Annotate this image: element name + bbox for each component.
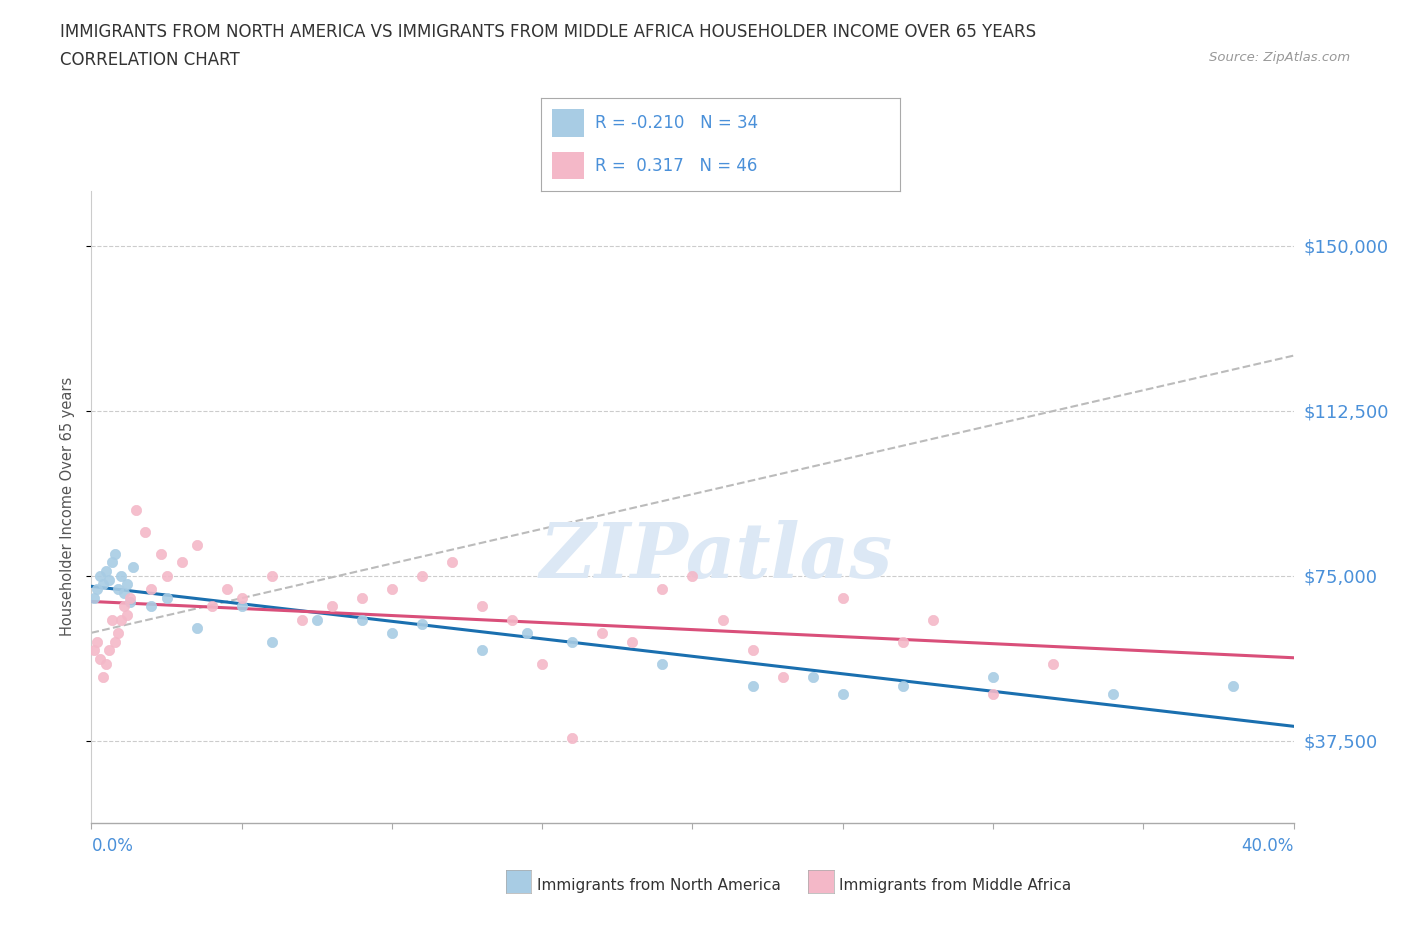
Point xyxy=(981,687,1004,702)
Point xyxy=(120,591,142,605)
Point xyxy=(231,591,253,605)
Point xyxy=(117,577,139,591)
Text: Source: ZipAtlas.com: Source: ZipAtlas.com xyxy=(1209,51,1350,64)
Point xyxy=(155,568,177,583)
Text: Immigrants from Middle Africa: Immigrants from Middle Africa xyxy=(839,878,1071,893)
Point xyxy=(381,581,404,596)
Point xyxy=(741,643,763,658)
Point xyxy=(96,564,118,578)
Point xyxy=(93,577,115,591)
Point xyxy=(114,586,136,601)
Point xyxy=(104,546,127,561)
Text: Immigrants from North America: Immigrants from North America xyxy=(537,878,780,893)
Point xyxy=(741,678,763,693)
Point xyxy=(891,678,914,693)
Point xyxy=(98,573,121,588)
Point xyxy=(350,612,373,627)
Point xyxy=(681,568,703,583)
Point xyxy=(201,599,224,614)
Point xyxy=(772,670,794,684)
Point xyxy=(411,568,433,583)
Point xyxy=(651,581,673,596)
Point xyxy=(141,599,163,614)
Point xyxy=(891,634,914,649)
Point xyxy=(1222,678,1244,693)
Point xyxy=(155,591,177,605)
Point xyxy=(441,555,464,570)
Point xyxy=(801,670,824,684)
Point xyxy=(98,643,121,658)
Point xyxy=(711,612,734,627)
Text: R =  0.317   N = 46: R = 0.317 N = 46 xyxy=(595,156,758,175)
Point xyxy=(381,625,404,640)
Point xyxy=(134,525,156,539)
Point xyxy=(93,670,115,684)
Point xyxy=(83,591,105,605)
Text: IMMIGRANTS FROM NORTH AMERICA VS IMMIGRANTS FROM MIDDLE AFRICA HOUSEHOLDER INCOM: IMMIGRANTS FROM NORTH AMERICA VS IMMIGRA… xyxy=(60,23,1036,41)
Point xyxy=(260,634,283,649)
Point xyxy=(350,591,373,605)
Point xyxy=(86,634,108,649)
Point xyxy=(291,612,314,627)
Point xyxy=(1102,687,1125,702)
Point xyxy=(141,581,163,596)
Point xyxy=(1042,657,1064,671)
Bar xyxy=(553,152,585,179)
Point xyxy=(831,687,853,702)
Point xyxy=(101,555,124,570)
Point xyxy=(86,581,108,596)
Point xyxy=(170,555,193,570)
Point xyxy=(981,670,1004,684)
Point xyxy=(110,568,132,583)
Point xyxy=(516,625,538,640)
Point xyxy=(96,657,118,671)
Point xyxy=(411,617,433,631)
Point xyxy=(561,634,583,649)
Point xyxy=(114,599,136,614)
Text: ZIPatlas: ZIPatlas xyxy=(540,521,893,594)
Text: CORRELATION CHART: CORRELATION CHART xyxy=(60,51,240,69)
Point xyxy=(621,634,644,649)
Point xyxy=(110,612,132,627)
Point xyxy=(471,599,494,614)
Point xyxy=(651,657,673,671)
Point xyxy=(186,538,208,552)
Point xyxy=(831,591,853,605)
Point xyxy=(231,599,253,614)
Point xyxy=(561,731,583,746)
Point xyxy=(104,634,127,649)
Point xyxy=(501,612,523,627)
Point xyxy=(215,581,238,596)
Point xyxy=(122,559,145,574)
Point xyxy=(186,621,208,636)
Point xyxy=(107,581,129,596)
Text: 40.0%: 40.0% xyxy=(1241,837,1294,855)
Point xyxy=(321,599,343,614)
Point xyxy=(591,625,613,640)
Point xyxy=(149,546,172,561)
Point xyxy=(471,643,494,658)
Point xyxy=(101,612,124,627)
Point xyxy=(531,657,554,671)
Point xyxy=(83,643,105,658)
Point xyxy=(89,652,111,667)
Y-axis label: Householder Income Over 65 years: Householder Income Over 65 years xyxy=(60,378,76,636)
Point xyxy=(922,612,945,627)
Point xyxy=(260,568,283,583)
Bar xyxy=(553,109,585,137)
Point xyxy=(120,594,142,609)
Point xyxy=(117,607,139,622)
Text: R = -0.210   N = 34: R = -0.210 N = 34 xyxy=(595,113,758,132)
Point xyxy=(107,625,129,640)
Point xyxy=(125,502,148,517)
Point xyxy=(89,568,111,583)
Point xyxy=(305,612,328,627)
Text: 0.0%: 0.0% xyxy=(91,837,134,855)
